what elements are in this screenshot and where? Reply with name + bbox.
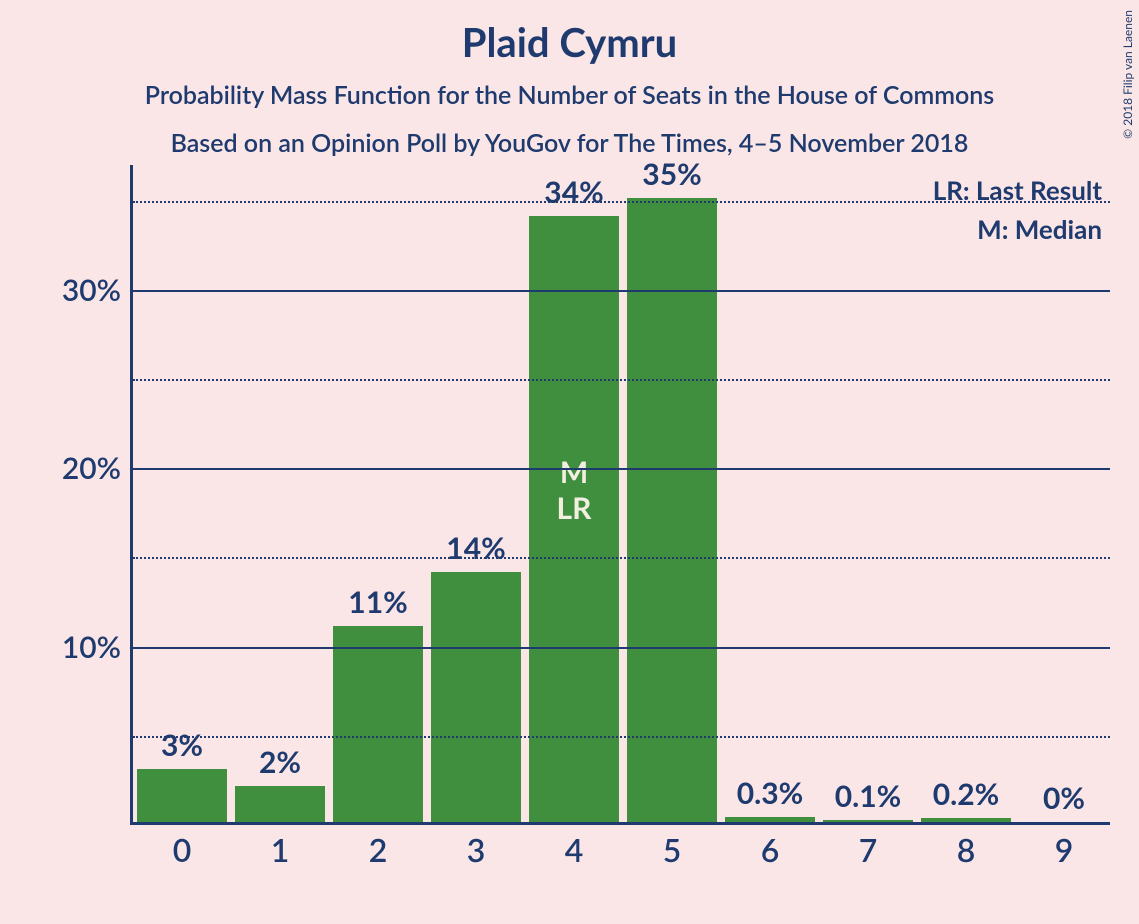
gridline-minor [133,736,1110,738]
plot-area: LR: Last Result M: Median 3%02%111%214%3… [130,165,1110,825]
x-tick-label: 5 [663,822,682,869]
bar-value-label: 0.2% [933,776,1000,818]
x-tick-label: 7 [859,822,878,869]
chart-title: Plaid Cymru [0,0,1139,66]
bar-value-label: 11% [348,584,407,626]
gridline-minor [133,379,1110,381]
y-tick-label: 20% [62,450,133,486]
bar-value-label: 0.3% [737,775,804,817]
bar-marker-label: MLR [557,454,592,526]
bar-value-label: 35% [642,156,701,198]
chart-subtitle-2: Based on an Opinion Poll by YouGov for T… [0,110,1139,158]
bar [333,626,423,822]
copyright-text: © 2018 Filip van Laenen [1120,10,1135,139]
bar-value-label: 34% [544,174,603,216]
x-tick-label: 6 [761,822,780,869]
x-tick-label: 8 [957,822,976,869]
bar [137,769,227,823]
bar [235,786,325,822]
bar-value-label: 0.1% [835,778,902,820]
gridline-minor [133,557,1110,559]
chart-subtitle-1: Probability Mass Function for the Number… [0,66,1139,110]
gridline-major [133,290,1110,292]
chart-area: LR: Last Result M: Median 3%02%111%214%3… [70,165,1110,865]
bar [431,572,521,822]
bar-value-label: 2% [259,744,301,786]
x-tick-label: 4 [565,822,584,869]
x-tick-label: 9 [1055,822,1074,869]
x-tick-label: 0 [173,822,192,869]
x-tick-label: 1 [271,822,290,869]
bar-value-label: 3% [161,727,203,769]
gridline-major [133,468,1110,470]
gridline-major [133,647,1110,649]
x-tick-label: 3 [467,822,486,869]
x-tick-label: 2 [369,822,388,869]
bar-value-label: 0% [1043,780,1085,822]
y-tick-label: 30% [62,272,133,308]
gridline-minor [133,201,1110,203]
bars-container: 3%02%111%214%334%MLR435%50.3%60.1%70.2%8… [133,165,1110,822]
bar-value-label: 14% [446,530,505,572]
y-tick-label: 10% [62,629,133,665]
